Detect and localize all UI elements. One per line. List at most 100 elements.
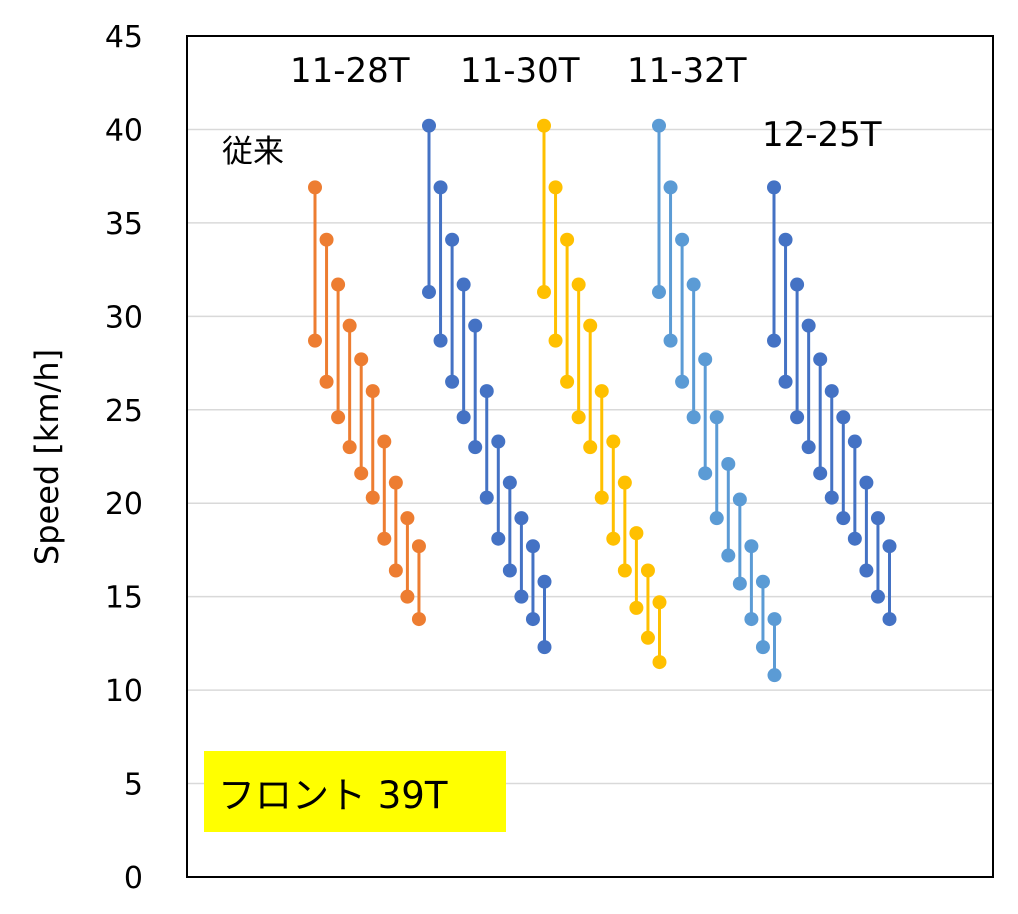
series-2 bbox=[537, 118, 667, 670]
gear-step-bottom-point bbox=[525, 612, 540, 627]
gear-step-bottom-point bbox=[824, 490, 839, 505]
gear-step-top-point bbox=[548, 180, 563, 195]
gear-step-top-point bbox=[801, 318, 816, 333]
gear-step-bottom-point bbox=[456, 410, 471, 425]
annotation-11-28t: 11-28T bbox=[290, 51, 410, 91]
annotation-11-30t: 11-30T bbox=[460, 51, 580, 91]
gear-step-top-point bbox=[422, 118, 436, 133]
gear-step-bottom-point bbox=[308, 333, 322, 348]
gear-step-bottom-point bbox=[629, 600, 644, 615]
gear-step-top-point bbox=[847, 434, 862, 449]
gear-step-bottom-point bbox=[388, 563, 403, 578]
gear-step-top-point bbox=[870, 511, 885, 526]
gear-step-top-point bbox=[560, 232, 575, 247]
gear-step-bottom-point bbox=[640, 630, 655, 645]
series-4 bbox=[767, 180, 897, 627]
gear-step-bottom-point bbox=[732, 576, 747, 591]
y-tick-label: 45 bbox=[105, 20, 143, 55]
gear-step-bottom-point bbox=[468, 440, 483, 455]
gear-step-top-point bbox=[525, 539, 540, 554]
gear-step-top-point bbox=[388, 475, 403, 490]
gear-step-bottom-point bbox=[663, 333, 678, 348]
gear-step-bottom-point bbox=[767, 333, 781, 348]
gear-step-bottom-point bbox=[744, 612, 759, 627]
gear-step-bottom-point bbox=[433, 333, 448, 348]
gear-step-bottom-point bbox=[870, 589, 885, 604]
gear-step-top-point bbox=[663, 180, 678, 195]
gear-step-top-point bbox=[400, 511, 415, 526]
gear-step-top-point bbox=[354, 352, 369, 367]
gear-step-top-point bbox=[377, 434, 392, 449]
gear-step-top-point bbox=[882, 539, 897, 554]
y-tick-label: 40 bbox=[105, 113, 143, 148]
gear-step-top-point bbox=[594, 384, 609, 399]
gear-step-bottom-point bbox=[790, 410, 805, 425]
gear-step-bottom-point bbox=[319, 374, 334, 389]
gear-step-bottom-point bbox=[801, 440, 816, 455]
gear-step-top-point bbox=[319, 232, 334, 247]
gear-step-top-point bbox=[365, 384, 380, 399]
gear-step-top-point bbox=[445, 232, 460, 247]
gear-step-bottom-point bbox=[377, 531, 392, 546]
gear-step-top-point bbox=[859, 475, 874, 490]
gear-step-bottom-point bbox=[836, 511, 851, 526]
gear-step-top-point bbox=[721, 456, 736, 471]
gear-step-top-point bbox=[652, 595, 667, 610]
gear-step-bottom-point bbox=[514, 589, 529, 604]
gear-step-bottom-point bbox=[617, 563, 632, 578]
gear-step-bottom-point bbox=[652, 285, 666, 300]
gear-step-bottom-point bbox=[571, 410, 586, 425]
gear-step-bottom-point bbox=[847, 531, 862, 546]
gear-step-bottom-point bbox=[721, 548, 736, 563]
y-tick-label: 10 bbox=[105, 674, 143, 709]
front-chainring-note: フロント 39T bbox=[218, 774, 448, 817]
gear-step-top-point bbox=[342, 318, 357, 333]
series-1 bbox=[422, 118, 552, 655]
gear-step-bottom-point bbox=[675, 374, 690, 389]
gear-step-bottom-point bbox=[548, 333, 563, 348]
annotation-12-25t: 12-25T bbox=[762, 115, 882, 155]
gear-step-bottom-point bbox=[778, 374, 793, 389]
gear-step-top-point bbox=[767, 180, 781, 195]
gear-step-top-point bbox=[617, 475, 632, 490]
gear-step-top-point bbox=[744, 539, 759, 554]
y-axis-title: Speed [km/h] bbox=[28, 349, 66, 565]
gear-step-bottom-point bbox=[331, 410, 346, 425]
gear-step-top-point bbox=[479, 384, 494, 399]
gear-step-top-point bbox=[308, 180, 322, 195]
gear-step-bottom-point bbox=[411, 612, 426, 627]
plot-area-frame bbox=[186, 35, 994, 878]
y-tick-label: 30 bbox=[105, 300, 143, 335]
front-chainring-note-box bbox=[204, 751, 506, 832]
gear-step-top-point bbox=[778, 232, 793, 247]
y-tick-label: 20 bbox=[105, 487, 143, 522]
annotation-11-32t: 11-32T bbox=[627, 51, 747, 91]
gear-step-top-point bbox=[433, 180, 448, 195]
gear-step-bottom-point bbox=[698, 466, 713, 481]
gear-step-top-point bbox=[698, 352, 713, 367]
gear-step-top-point bbox=[411, 539, 426, 554]
gear-step-top-point bbox=[652, 118, 666, 133]
gear-step-bottom-point bbox=[859, 563, 874, 578]
gear-step-top-point bbox=[824, 384, 839, 399]
gear-step-top-point bbox=[583, 318, 598, 333]
gear-step-bottom-point bbox=[342, 440, 357, 455]
y-tick-label: 5 bbox=[124, 768, 143, 803]
series-3 bbox=[652, 118, 782, 683]
gear-step-top-point bbox=[813, 352, 828, 367]
gear-step-bottom-point bbox=[594, 490, 609, 505]
gear-step-top-point bbox=[790, 277, 805, 292]
gear-step-bottom-point bbox=[686, 410, 701, 425]
series-layer bbox=[308, 118, 897, 683]
gear-step-bottom-point bbox=[479, 490, 494, 505]
y-axis-ticks: 0 5 10 15 20 25 30 35 40 45 bbox=[105, 20, 143, 896]
gear-step-bottom-point bbox=[709, 511, 724, 526]
gear-step-bottom-point bbox=[606, 531, 621, 546]
gear-step-top-point bbox=[675, 232, 690, 247]
gear-step-bottom-point bbox=[537, 640, 552, 655]
gear-step-bottom-point bbox=[652, 655, 667, 670]
gear-step-top-point bbox=[732, 492, 747, 507]
series-0 bbox=[308, 180, 426, 627]
gear-step-top-point bbox=[537, 574, 552, 589]
